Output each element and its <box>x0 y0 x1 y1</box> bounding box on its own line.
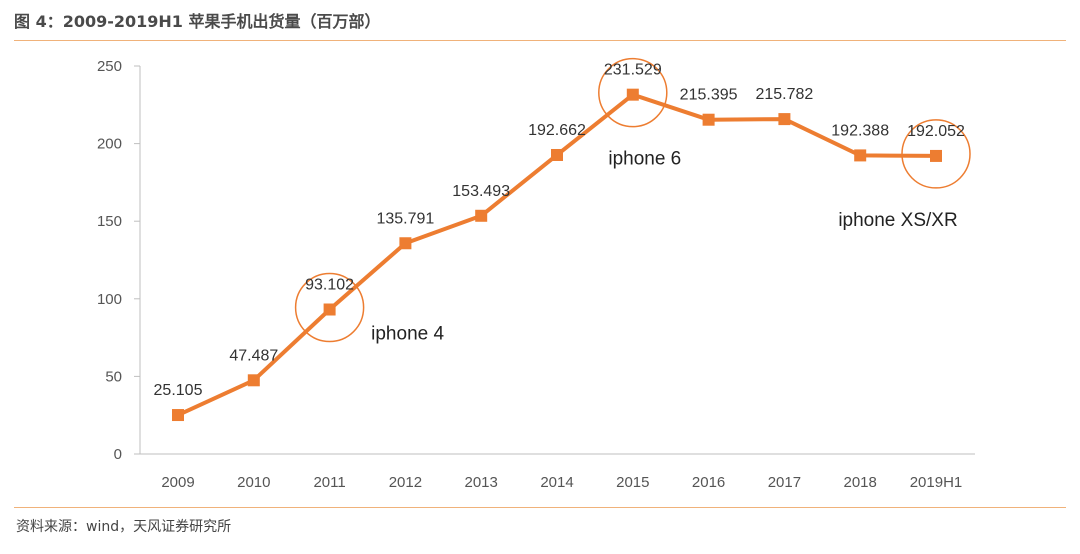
highlight-circle <box>598 57 668 128</box>
data-label: 47.487 <box>229 347 278 364</box>
x-tick-label: 2011 <box>313 474 345 491</box>
data-label: 231.529 <box>604 62 662 79</box>
x-tick-label: 2014 <box>540 474 573 491</box>
data-label: 192.388 <box>831 122 889 139</box>
y-tick-label: 100 <box>97 291 122 308</box>
y-tick-label: 150 <box>97 213 122 230</box>
data-point <box>626 88 639 101</box>
annotation-label: iphone XS/XR <box>838 210 957 231</box>
data-point <box>854 149 867 162</box>
data-point <box>399 237 412 250</box>
data-label: 215.782 <box>755 86 813 103</box>
top-divider <box>14 40 1066 41</box>
data-point <box>778 113 791 126</box>
x-tick-labels: 2009 2010 2011 2012 2013 2014 2015 2016 2017 2018… <box>161 474 962 491</box>
x-tick-label: 2010 <box>237 474 270 491</box>
data-points <box>172 88 942 422</box>
chart-axes <box>134 65 975 455</box>
data-label: 153.493 <box>452 183 510 200</box>
bottom-divider <box>14 507 1066 508</box>
x-tick-label: 2016 <box>692 474 725 491</box>
data-label: 192.662 <box>528 122 586 139</box>
annotation-label: iphone 6 <box>608 149 681 170</box>
y-tick-label: 0 <box>114 446 122 463</box>
data-point <box>475 209 488 222</box>
x-tick-label: 2013 <box>465 474 498 491</box>
x-tick-label: 2009 <box>161 474 194 491</box>
data-point <box>702 113 715 126</box>
highlight-circle <box>294 272 365 343</box>
y-tick-label: 250 <box>97 58 122 75</box>
data-label: 93.102 <box>305 277 354 294</box>
data-point <box>172 409 184 422</box>
figure-title: 图 4：2009-2019H1 苹果手机出货量（百万部） <box>14 12 381 31</box>
x-tick-label: 2018 <box>844 474 877 491</box>
data-point <box>930 149 942 162</box>
data-label: 135.791 <box>376 210 434 227</box>
series-line-path <box>177 92 937 417</box>
data-point <box>247 374 260 387</box>
data-labels: 25.105 47.487 93.102 135.791 153.493 192.662 2… <box>154 62 965 399</box>
highlight-circles <box>294 57 971 343</box>
source-note: 资料来源：wind，天风证券研究所 <box>16 519 232 535</box>
series-line <box>177 92 937 417</box>
x-tick-label: 2012 <box>389 474 422 491</box>
data-label: 25.105 <box>154 382 203 399</box>
annotations: iphone 4 iphone 6 iphone XS/XR <box>371 149 958 345</box>
y-tick-label: 200 <box>97 136 122 153</box>
data-point <box>551 148 563 161</box>
y-tick-labels: 0 50 100 150 200 250 <box>97 58 122 463</box>
data-label: 215.395 <box>680 87 738 104</box>
data-point <box>323 303 336 316</box>
y-tick-label: 50 <box>105 368 122 385</box>
data-label: 192.052 <box>907 123 965 140</box>
x-tick-label: 2019H1 <box>910 474 963 491</box>
annotation-label: iphone 4 <box>371 324 444 345</box>
x-tick-label: 2017 <box>768 474 801 491</box>
x-tick-label: 2015 <box>616 474 649 491</box>
